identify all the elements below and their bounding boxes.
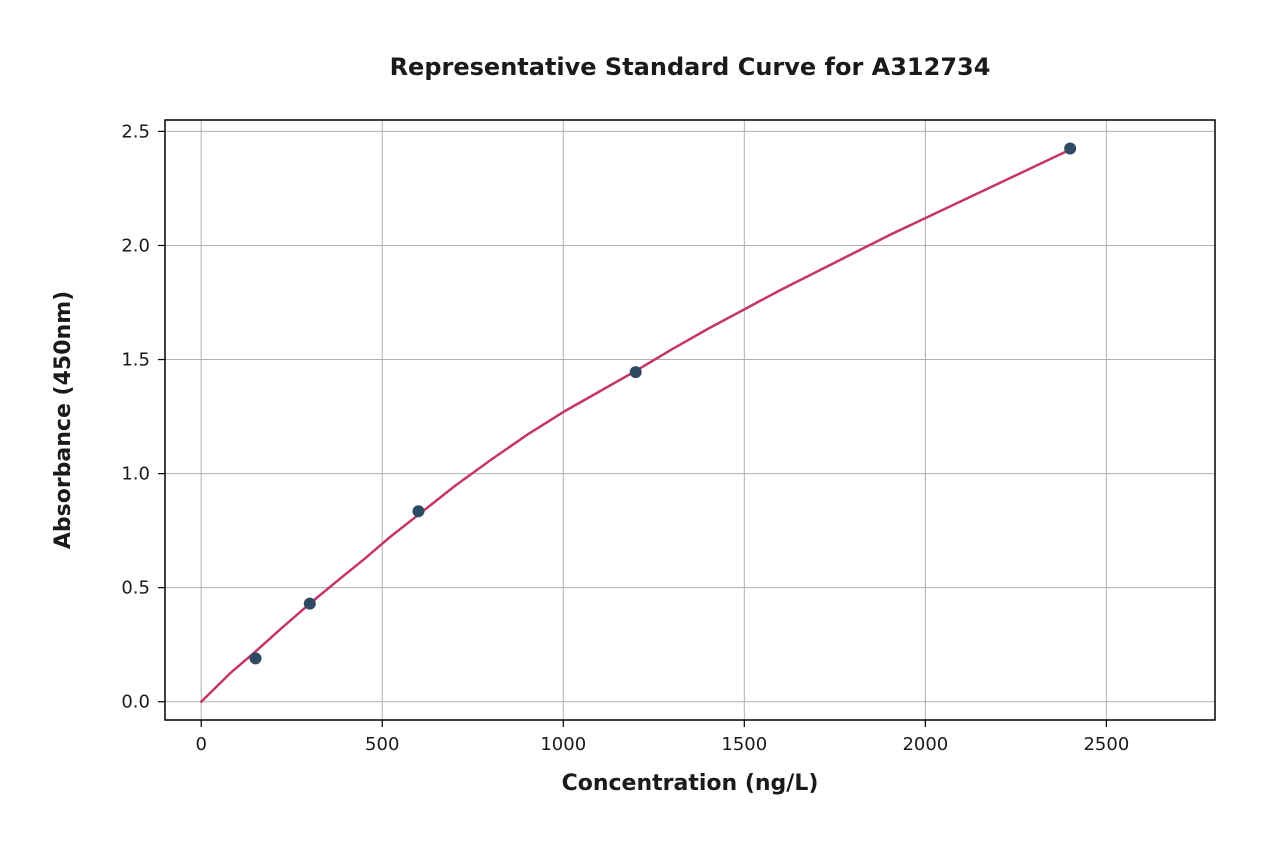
data-point <box>412 505 424 517</box>
data-point <box>630 366 642 378</box>
chart-title: Representative Standard Curve for A31273… <box>390 53 991 81</box>
y-tick-label: 0.0 <box>121 692 150 713</box>
y-tick-label: 1.0 <box>121 464 150 485</box>
y-tick-label: 0.5 <box>121 578 150 599</box>
x-tick-label: 500 <box>365 734 399 755</box>
x-axis-label: Concentration (ng/L) <box>562 771 819 796</box>
y-tick-label: 1.5 <box>121 350 150 371</box>
y-axis-label: Absorbance (450nm) <box>51 291 76 549</box>
y-tick-label: 2.5 <box>121 121 150 142</box>
y-tick-marks <box>158 131 165 701</box>
data-point <box>250 652 262 664</box>
x-tick-marks <box>201 720 1106 727</box>
x-tick-label: 0 <box>195 734 206 755</box>
y-tick-label: 2.0 <box>121 235 150 256</box>
chart-svg: 05001000150020002500 0.00.51.01.52.02.5 … <box>0 0 1280 845</box>
x-tick-label: 1000 <box>540 734 586 755</box>
y-tick-labels: 0.0 0.5 1.0 1.5 2.0 2.5 <box>121 121 150 712</box>
x-tick-labels: 0 500 1000 1500 2000 2500 <box>195 734 1129 755</box>
x-tick-label: 2500 <box>1083 734 1129 755</box>
standard-curve-chart: 05001000150020002500 0.00.51.01.52.02.5 … <box>0 0 1280 845</box>
plot-background <box>165 120 1215 720</box>
x-tick-label: 2000 <box>902 734 948 755</box>
data-point <box>304 598 316 610</box>
x-tick-label: 1500 <box>721 734 767 755</box>
data-point <box>1064 143 1076 155</box>
